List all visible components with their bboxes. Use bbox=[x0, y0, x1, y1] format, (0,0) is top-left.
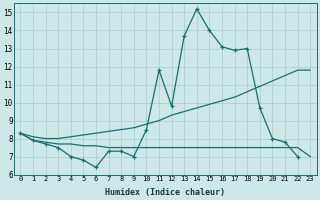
X-axis label: Humidex (Indice chaleur): Humidex (Indice chaleur) bbox=[105, 188, 225, 197]
